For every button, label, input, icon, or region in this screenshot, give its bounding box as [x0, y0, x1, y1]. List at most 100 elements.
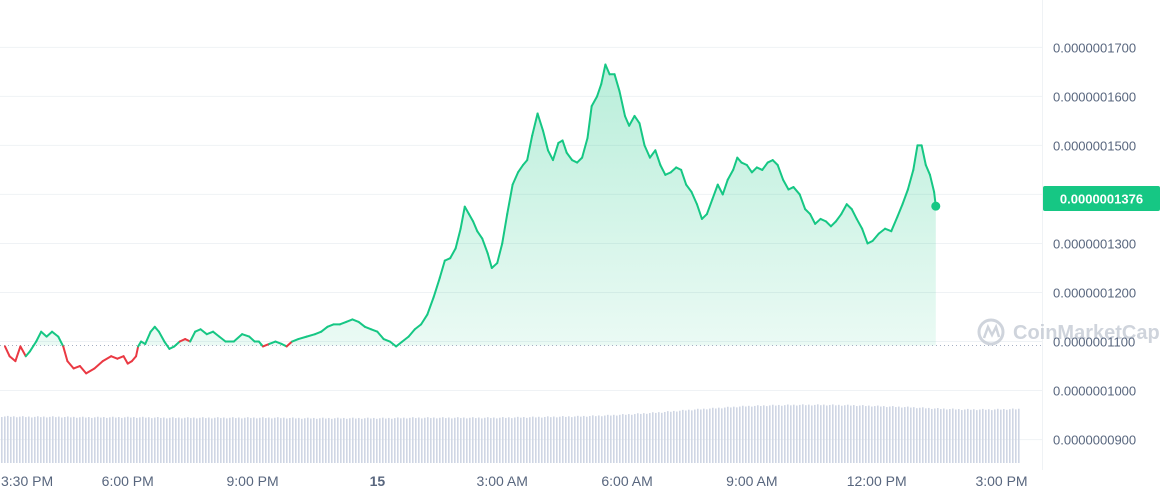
price-segment — [420, 313, 429, 326]
volume-bar — [235, 418, 237, 463]
volume-bar — [127, 416, 129, 463]
volume-bar — [790, 405, 792, 463]
volume-bar — [88, 417, 90, 463]
price-segment — [313, 330, 323, 336]
volume-bar — [913, 407, 915, 463]
price-segment — [338, 320, 348, 326]
volume-bar — [199, 417, 201, 463]
volume-bar — [919, 407, 921, 463]
volume-bar — [22, 416, 24, 463]
price-segment — [771, 159, 779, 166]
price-segment — [449, 247, 457, 260]
volume-bar — [532, 416, 534, 463]
volume-bar — [907, 406, 909, 463]
price-segment — [884, 227, 893, 233]
volume-bar — [469, 417, 471, 463]
volume-bar — [433, 417, 435, 463]
volume-bar — [775, 405, 777, 463]
volume-bar — [370, 418, 372, 463]
price-segment — [407, 328, 416, 338]
volume-bar — [892, 406, 894, 463]
price-segment — [382, 338, 391, 343]
volume-bar — [178, 417, 180, 463]
current-price-label: 0.0000001376 — [1060, 192, 1143, 207]
volume-bar — [40, 417, 42, 463]
volume-bar — [151, 418, 153, 463]
volume-bar — [508, 417, 510, 463]
volume-bar — [535, 417, 537, 463]
volume-bar — [748, 405, 750, 463]
volume-bar — [376, 418, 378, 463]
price-segment — [274, 340, 283, 345]
volume-bar — [574, 416, 576, 463]
volume-bar — [10, 416, 12, 463]
volume-bar — [964, 409, 966, 463]
price-segment — [459, 205, 466, 230]
volume-bar — [262, 417, 264, 463]
volume-bar — [616, 415, 618, 463]
volume-bar — [247, 417, 249, 463]
price-segment — [35, 330, 43, 343]
y-tick-label: 0.0000001700 — [1053, 40, 1136, 55]
price-area-fill — [33, 64, 936, 346]
price-segment — [232, 333, 244, 343]
price-segment — [149, 325, 156, 333]
volume-bar — [157, 417, 159, 463]
volume-bar — [55, 417, 57, 463]
volume-bar — [217, 417, 219, 463]
volume-bar — [928, 407, 930, 463]
price-segment — [896, 203, 904, 218]
volume-bar — [886, 407, 888, 463]
volume-bar — [430, 418, 432, 463]
current-price-dot — [931, 201, 941, 211]
volume-bar — [673, 410, 675, 463]
volume-bar — [1, 417, 3, 463]
price-segment — [506, 183, 514, 216]
volume-bar — [940, 409, 942, 463]
volume-bar — [124, 417, 126, 463]
volume-bar — [973, 409, 975, 463]
volume-bar — [523, 417, 525, 463]
volume-bar — [4, 416, 6, 463]
price-segment — [241, 333, 251, 338]
price-segment — [565, 151, 574, 162]
price-segment — [261, 342, 271, 348]
volume-bar — [874, 406, 876, 463]
volume-bar — [112, 416, 114, 463]
price-segment — [695, 203, 703, 220]
price-segment — [700, 213, 708, 220]
volume-bar — [385, 418, 387, 463]
volume-bar — [337, 417, 339, 463]
x-tick-label: 12:00 PM — [847, 473, 907, 489]
price-segment — [78, 365, 88, 375]
price-segment — [351, 318, 360, 323]
volume-bar — [898, 406, 900, 463]
volume-bar — [259, 417, 261, 463]
volume-bar — [28, 416, 30, 463]
volume-bar — [766, 406, 768, 463]
volume-bar — [220, 418, 222, 463]
volume-bar — [244, 417, 246, 463]
volume-bar — [475, 418, 477, 463]
volume-bar — [328, 417, 330, 463]
y-tick-label: 0.0000001100 — [1053, 335, 1135, 350]
price-segment — [320, 325, 329, 333]
volume-bar — [160, 417, 162, 463]
volume-bar — [1000, 409, 1002, 463]
price-segment — [782, 178, 790, 191]
volume-bar — [169, 417, 171, 463]
volume-bar — [721, 408, 723, 463]
price-segment — [845, 203, 853, 211]
volume-bar — [478, 417, 480, 463]
price-segment — [135, 345, 140, 358]
volume-bar — [490, 418, 492, 463]
volume-bar — [76, 417, 78, 463]
volume-bar — [358, 417, 360, 463]
price-segment — [924, 164, 931, 176]
watermark-logo-icon — [977, 318, 1005, 346]
volume-bar — [655, 412, 657, 463]
price-segment — [761, 161, 769, 171]
volume-bar — [529, 417, 531, 463]
price-segment — [85, 367, 96, 375]
